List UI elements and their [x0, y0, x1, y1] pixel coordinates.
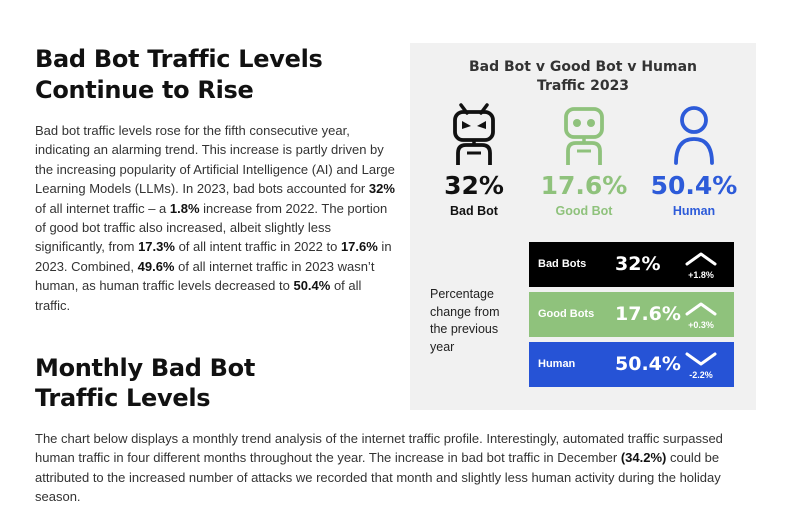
bold-figure: 50.4% [293, 278, 331, 294]
heading-line: Bad Bot Traffic Levels [35, 45, 323, 73]
text-run: The chart below displays a monthly trend… [35, 431, 723, 466]
section-heading-bad-bot-levels: Bad Bot Traffic Levels Continue to Rise [35, 44, 395, 106]
bad-bot-percent: 32% [444, 171, 504, 200]
bad-bot-icon [453, 103, 495, 165]
text-run: could be attributed to the increased num… [35, 450, 721, 505]
bad-bot-column: 32% Bad Bot [424, 103, 524, 219]
bold-figure: 1.8% [169, 200, 200, 216]
text-run: of all internet traffic – a [35, 200, 170, 216]
heading-line: Continue to Rise [35, 76, 254, 104]
caption-line: year [430, 339, 455, 354]
human-label: Human [672, 204, 716, 218]
text-run: increase from 2022. The portion of good … [35, 200, 388, 255]
good-bots-change-bar: Good Bots 17.6% +0.3% [529, 292, 734, 337]
human-column: 50.4% Human [644, 103, 744, 219]
good-bot-icon [564, 107, 604, 165]
infographic-title: Bad Bot v Good Bot v Human Traffic 2023 [410, 58, 756, 96]
human-icon [674, 106, 714, 165]
bold-figure: (34.2%) [620, 450, 667, 466]
intro-paragraph: Bad bot traffic levels rose for the fift… [35, 121, 397, 315]
text-run: of all internet traffic in 2023 wasn’t h… [35, 258, 375, 294]
bar-label: Good Bots [538, 308, 595, 320]
change-caption: Percentage change from the previous year [430, 286, 530, 356]
text-run: in 2023. Combined, [35, 239, 392, 274]
traffic-infographic: Bad Bot v Good Bot v Human Traffic 2023 … [410, 43, 756, 410]
good-bot-column: 17.6% Good Bot [534, 103, 634, 219]
bar-value: 50.4% [615, 353, 681, 375]
good-bot-label: Good Bot [555, 204, 613, 218]
bar-value: 32% [615, 253, 661, 275]
title-line: Traffic 2023 [536, 78, 630, 94]
bold-figure: 17.6% [340, 239, 378, 255]
good-bot-percent: 17.6% [540, 171, 628, 200]
bad-bot-label: Bad Bot [450, 204, 498, 218]
caption-line: the previous [430, 322, 499, 336]
bar-change: +0.3% [688, 320, 714, 330]
bar-change: -2.2% [689, 370, 713, 380]
chevron-up-icon [685, 252, 717, 266]
chevron-up-icon [685, 302, 717, 316]
caption-line: Percentage [430, 287, 494, 301]
bad-bots-change-bar: Bad Bots 32% +1.8% [529, 242, 734, 287]
chevron-down-icon [685, 352, 717, 366]
monthly-paragraph: The chart below displays a monthly trend… [35, 429, 765, 507]
bar-label: Bad Bots [538, 258, 587, 270]
bar-label: Human [538, 358, 576, 370]
bold-figure: 17.3% [138, 239, 175, 255]
title-line: Bad Bot v Good Bot v Human [468, 59, 698, 75]
text-run: of all intent traffic in 2022 to [174, 239, 341, 255]
human-percent: 50.4% [650, 171, 738, 200]
section-heading-monthly-levels: Monthly Bad Bot Traffic Levels [35, 353, 395, 413]
bold-figure: 32% [368, 181, 395, 197]
bar-value: 17.6% [615, 303, 681, 325]
caption-line: change from [430, 304, 500, 319]
bar-change: +1.8% [688, 270, 714, 280]
heading-line: Monthly Bad Bot [35, 354, 256, 382]
heading-line: Traffic Levels [35, 384, 211, 412]
human-change-bar: Human 50.4% -2.2% [529, 342, 734, 387]
text-run: of all traffic. [35, 278, 362, 313]
text-run: Bad bot traffic levels rose for the fift… [35, 123, 395, 197]
bold-figure: 49.6% [137, 258, 175, 274]
